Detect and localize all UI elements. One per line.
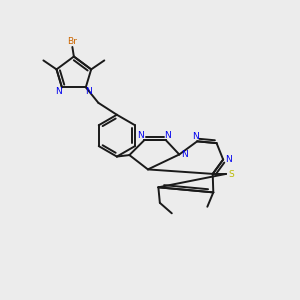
Text: N: N (225, 155, 232, 164)
Text: N: N (181, 150, 188, 159)
Text: N: N (192, 132, 199, 141)
Text: Br: Br (67, 37, 77, 46)
Text: S: S (228, 170, 234, 179)
Text: N: N (85, 87, 92, 96)
Text: N: N (56, 87, 62, 96)
Text: N: N (164, 131, 170, 140)
Text: N: N (137, 131, 144, 140)
